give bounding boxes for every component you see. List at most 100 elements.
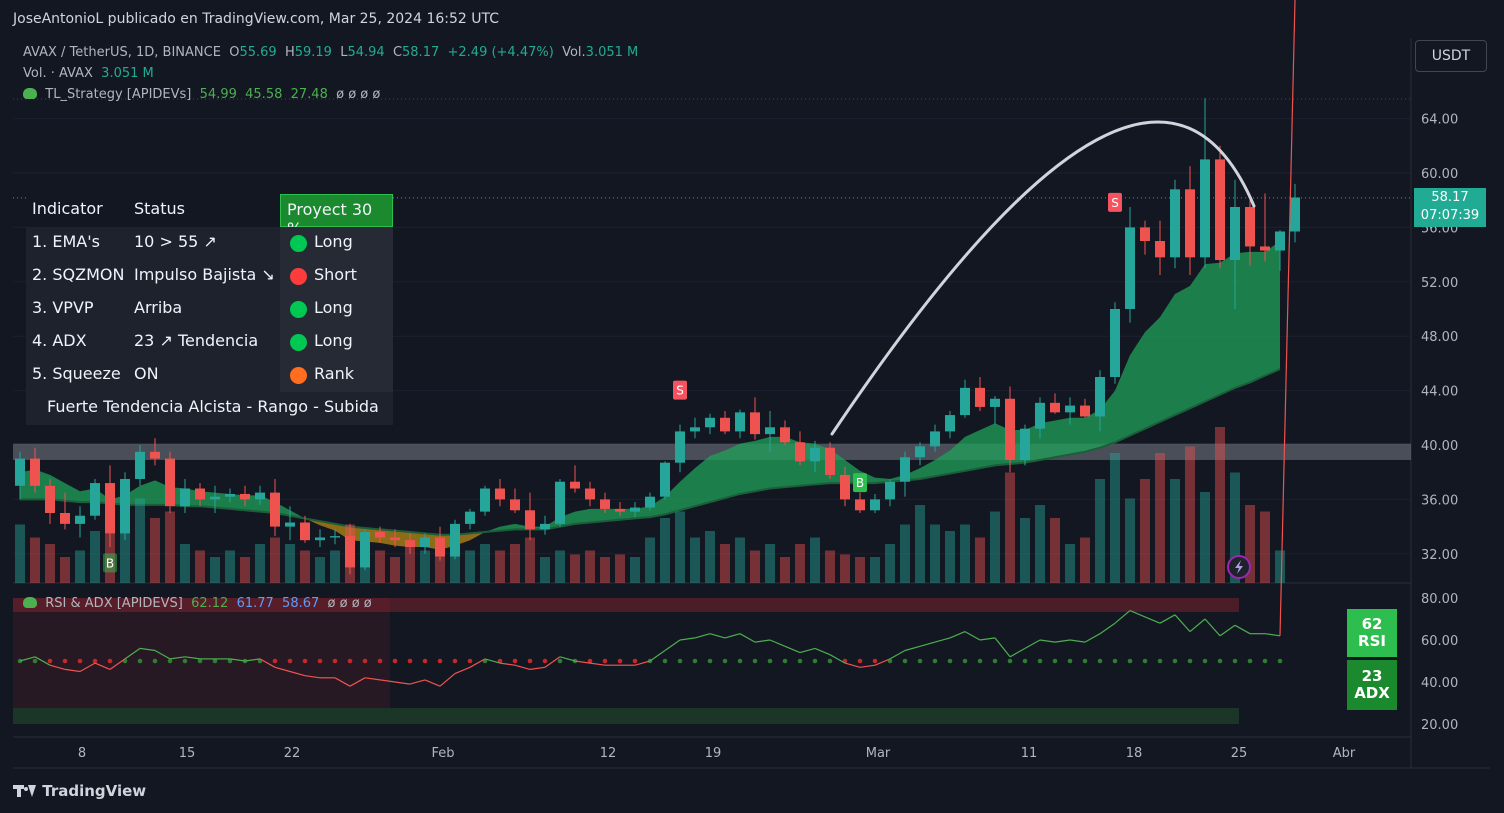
volume-bar xyxy=(1050,518,1060,583)
high-value: 59.19 xyxy=(294,45,332,60)
rsi-line-segment xyxy=(274,666,291,673)
currency-button[interactable]: USDT xyxy=(1415,40,1487,72)
rsi-tick-label: 40.00 xyxy=(1421,676,1458,691)
rsi-line-segment xyxy=(694,633,711,639)
rsi-bear-zone xyxy=(13,598,390,708)
header-status: Status xyxy=(134,199,185,218)
volume-bar xyxy=(780,557,790,583)
volume-bar xyxy=(15,524,25,583)
row-status: 23 ↗ Tendencia xyxy=(134,331,259,350)
volume-bar xyxy=(900,524,910,583)
signal-label: Long xyxy=(314,232,353,251)
table-row: 4. ADX 23 ↗ Tendencia Long xyxy=(26,326,393,359)
low-value: 54.94 xyxy=(347,45,385,60)
rsi-line-segment xyxy=(34,656,51,666)
candle-body xyxy=(1125,227,1135,309)
candle-body xyxy=(90,483,100,516)
volume-bar xyxy=(240,557,250,583)
volume-bar xyxy=(510,544,520,583)
countdown-value: 07:07:39 xyxy=(1420,208,1480,223)
price-tick-label: 44.00 xyxy=(1421,385,1458,400)
rsi-line-segment xyxy=(469,658,486,668)
rsi-midline-dot xyxy=(32,658,38,664)
volume-bar xyxy=(300,550,310,583)
time-tick-label: 25 xyxy=(1231,746,1248,761)
rsi-line-segment xyxy=(1054,639,1071,643)
strategy-label: TL_Strategy [APIDEVs] xyxy=(45,87,192,102)
candle-body xyxy=(225,493,235,497)
candle-body xyxy=(780,427,790,443)
legend-volume[interactable]: Vol. · AVAX 3.051 M xyxy=(23,66,154,81)
volume-bar xyxy=(660,518,670,583)
rsi-midline-dot xyxy=(1262,658,1268,664)
rsi-midline-dot xyxy=(452,658,458,664)
candle-body xyxy=(165,458,175,507)
legend-strategy[interactable]: TL_Strategy [APIDEVs] 54.99 45.58 27.48 … xyxy=(23,87,380,102)
sell-marker-label: S xyxy=(1111,196,1119,210)
rsi-line-segment xyxy=(1129,610,1146,618)
rsi-legend[interactable]: RSI & ADX [APIDEVS] 62.12 61.77 58.67 ø … xyxy=(23,596,372,611)
row-signal: Long xyxy=(280,326,393,359)
rsi-line-segment xyxy=(94,662,111,670)
candle-body xyxy=(1230,207,1240,261)
ema-cloud-segment xyxy=(1175,285,1190,416)
rsi-midline-dot xyxy=(797,658,803,664)
candle-body xyxy=(870,499,880,511)
trend-summary: Fuerte Tendencia Alcista - Rango - Subid… xyxy=(47,397,379,416)
volume-bar xyxy=(870,557,880,583)
rsi-midline-dot xyxy=(392,658,398,664)
volume-bar xyxy=(915,505,925,583)
rsi-line-segment xyxy=(769,639,786,647)
adx-badge-label: ADX xyxy=(1354,684,1390,702)
time-tick-label: Abr xyxy=(1333,746,1356,761)
volume-bar xyxy=(750,550,760,583)
time-tick-label: Feb xyxy=(431,746,454,761)
candle-body xyxy=(120,479,130,534)
rsi-line-segment xyxy=(439,673,456,687)
volume-bar xyxy=(315,557,325,583)
ema-cloud-segment xyxy=(290,510,305,519)
volume-bar xyxy=(270,537,280,583)
rsi-line-segment xyxy=(844,662,861,668)
rsi-line-segment xyxy=(889,649,906,660)
candle-body xyxy=(180,488,190,507)
table-row: 2. SQZMON Impulso Bajista ↘ Short xyxy=(26,260,393,293)
sell-marker-label: S xyxy=(676,384,684,398)
ema-cloud-segment xyxy=(1220,253,1235,395)
rsi-line-segment xyxy=(1279,0,1296,636)
volume-bar xyxy=(855,557,865,583)
ema-cloud-segment xyxy=(1190,264,1205,409)
candle-body xyxy=(1035,402,1045,429)
buy-marker-label: B xyxy=(106,556,114,570)
change-value: +2.49 (+4.47%) xyxy=(447,45,554,60)
rsi-midline-dot xyxy=(902,658,908,664)
rsi-line-segment xyxy=(424,679,441,687)
open-value: 55.69 xyxy=(239,45,277,60)
rsi-midline-dot xyxy=(977,658,983,664)
time-tick-label: 12 xyxy=(600,746,617,761)
candle-body xyxy=(840,474,850,500)
table-row: 1. EMA's 10 > 55 ↗ Long xyxy=(26,227,393,260)
rsi-midline-dot xyxy=(107,658,113,664)
volume-bar xyxy=(435,544,445,583)
price-tick-label: 60.00 xyxy=(1421,167,1458,182)
rsi-line-segment xyxy=(244,658,261,662)
rsi-midline-dot xyxy=(782,658,788,664)
table-row: 5. Squeeze ON Rank xyxy=(26,359,393,392)
candle-body xyxy=(660,462,670,497)
volume-bar xyxy=(630,557,640,583)
time-tick-label: 11 xyxy=(1021,746,1038,761)
rsi-midline-dot xyxy=(1277,658,1283,664)
price-tick-label: 48.00 xyxy=(1421,330,1458,345)
signal-dot-icon xyxy=(290,367,307,384)
ema-cloud-segment xyxy=(1070,417,1085,455)
volume-bar xyxy=(90,531,100,583)
tradingview-logo[interactable]: TradingView xyxy=(13,782,146,800)
volume-bar xyxy=(1095,479,1105,583)
symbol-title[interactable]: AVAX / TetherUS, 1D, BINANCE xyxy=(23,45,221,60)
candle-body xyxy=(1215,159,1225,261)
rsi-midline-dot xyxy=(722,658,728,664)
rsi-line-segment xyxy=(799,647,816,654)
volume-bar xyxy=(495,550,505,583)
